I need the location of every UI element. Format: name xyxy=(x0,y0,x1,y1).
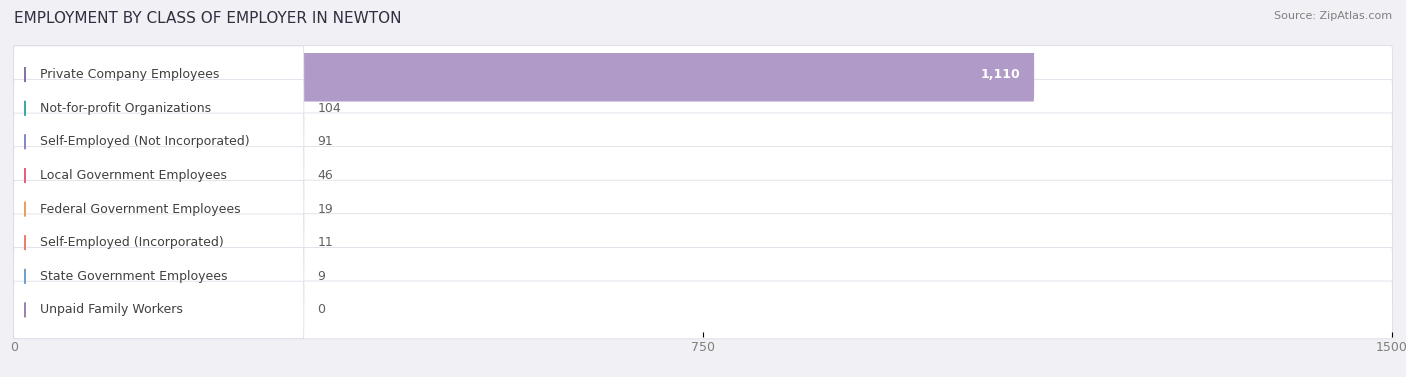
Text: Source: ZipAtlas.com: Source: ZipAtlas.com xyxy=(1274,11,1392,21)
FancyBboxPatch shape xyxy=(14,214,1392,271)
FancyBboxPatch shape xyxy=(14,180,1392,238)
Text: Private Company Employees: Private Company Employees xyxy=(39,68,219,81)
Text: 11: 11 xyxy=(318,236,333,249)
FancyBboxPatch shape xyxy=(14,281,1392,339)
FancyBboxPatch shape xyxy=(14,248,304,305)
FancyBboxPatch shape xyxy=(14,48,1035,101)
Text: 9: 9 xyxy=(318,270,325,283)
Text: Unpaid Family Workers: Unpaid Family Workers xyxy=(39,303,183,316)
Text: 104: 104 xyxy=(318,102,340,115)
FancyBboxPatch shape xyxy=(14,250,22,303)
FancyBboxPatch shape xyxy=(14,80,304,137)
FancyBboxPatch shape xyxy=(14,247,1392,305)
FancyBboxPatch shape xyxy=(14,113,1392,171)
Text: 0: 0 xyxy=(318,303,325,316)
FancyBboxPatch shape xyxy=(14,214,304,271)
Text: 19: 19 xyxy=(318,202,333,216)
FancyBboxPatch shape xyxy=(14,147,304,204)
FancyBboxPatch shape xyxy=(14,147,1392,204)
Text: 91: 91 xyxy=(318,135,333,149)
Text: 46: 46 xyxy=(318,169,333,182)
Text: Self-Employed (Not Incorporated): Self-Employed (Not Incorporated) xyxy=(39,135,249,149)
Text: 1,110: 1,110 xyxy=(980,68,1019,81)
FancyBboxPatch shape xyxy=(14,182,32,236)
Text: Local Government Employees: Local Government Employees xyxy=(39,169,226,182)
FancyBboxPatch shape xyxy=(14,281,304,339)
FancyBboxPatch shape xyxy=(14,180,304,238)
FancyBboxPatch shape xyxy=(14,115,98,169)
FancyBboxPatch shape xyxy=(14,216,25,270)
FancyBboxPatch shape xyxy=(14,81,110,135)
FancyBboxPatch shape xyxy=(14,149,56,202)
Text: Not-for-profit Organizations: Not-for-profit Organizations xyxy=(39,102,211,115)
FancyBboxPatch shape xyxy=(14,79,1392,137)
Text: State Government Employees: State Government Employees xyxy=(39,270,228,283)
Text: Self-Employed (Incorporated): Self-Employed (Incorporated) xyxy=(39,236,224,249)
Text: EMPLOYMENT BY CLASS OF EMPLOYER IN NEWTON: EMPLOYMENT BY CLASS OF EMPLOYER IN NEWTO… xyxy=(14,11,402,26)
FancyBboxPatch shape xyxy=(14,46,304,103)
FancyBboxPatch shape xyxy=(14,113,304,170)
FancyBboxPatch shape xyxy=(14,46,1392,104)
Text: Federal Government Employees: Federal Government Employees xyxy=(39,202,240,216)
